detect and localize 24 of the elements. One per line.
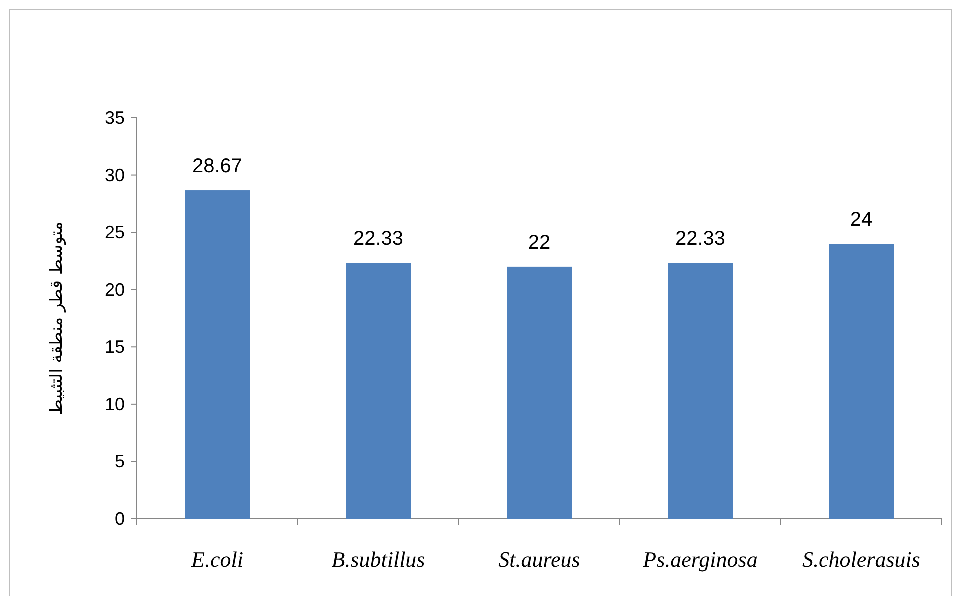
y-tick-label: 30 xyxy=(104,165,125,186)
data-label: 28.67 xyxy=(192,156,243,178)
x-tick-label: St.aureus xyxy=(498,547,580,572)
bar xyxy=(829,244,894,519)
data-label: 22 xyxy=(528,232,551,254)
y-tick-label: 20 xyxy=(104,280,125,300)
x-tick-label: Ps.aerginosa xyxy=(642,547,758,572)
y-tick-label: 10 xyxy=(104,394,125,414)
bar xyxy=(346,263,411,519)
data-label: 22.33 xyxy=(353,228,404,250)
y-tick-label: 0 xyxy=(114,509,125,529)
y-tick-label: 25 xyxy=(104,222,125,243)
bar xyxy=(668,263,733,519)
x-tick-label: B.subtillus xyxy=(332,547,426,572)
bar xyxy=(507,266,572,519)
x-tick-label: S.cholerasuis xyxy=(802,547,920,572)
data-label: 24 xyxy=(850,209,873,232)
x-tick-label: E.coli xyxy=(190,547,244,572)
y-tick-label: 35 xyxy=(104,108,125,128)
y-tick-label: 5 xyxy=(114,452,125,472)
y-tick-label: 15 xyxy=(104,337,125,358)
y-axis-title: متوسط قطر منطقة التثبيط xyxy=(47,222,67,416)
data-label: 22.33 xyxy=(675,228,726,250)
bar xyxy=(185,190,250,519)
